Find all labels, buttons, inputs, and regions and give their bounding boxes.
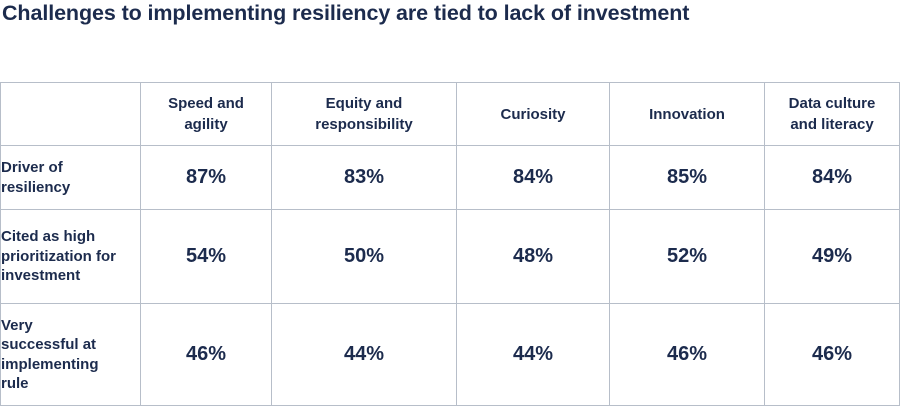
column-header-label: Curiosity	[500, 105, 566, 123]
column-header-speed-and-agility: Speed and agility	[140, 82, 272, 146]
value-cell: 54%	[140, 209, 272, 304]
value-cell: 44%	[271, 303, 457, 406]
table-row-very-successful-at-implementing-rule: Very successful at implementing rule 46%…	[0, 303, 900, 406]
value-cell: 84%	[456, 145, 610, 210]
value-cell: 49%	[764, 209, 900, 304]
value-cell: 44%	[456, 303, 610, 406]
value-cell: 84%	[764, 145, 900, 210]
column-header-equity-and-responsibility: Equity and responsibility	[271, 82, 457, 146]
value-cell: 87%	[140, 145, 272, 210]
row-header: Driver of resiliency	[0, 145, 141, 210]
column-header-curiosity: Curiosity	[456, 82, 610, 146]
row-header: Very successful at implementing rule	[0, 303, 141, 406]
header-row: Speed and agility Equity and responsibil…	[0, 82, 900, 146]
column-header-data-culture-and-literacy: Data culture and literacy	[764, 82, 900, 146]
chart-title: Challenges to implementing resiliency ar…	[2, 1, 690, 25]
data-table: Speed and agility Equity and responsibil…	[0, 82, 900, 406]
row-header-label: Driver of resiliency	[1, 159, 71, 196]
row-header-label: Cited as high prioritization for investm…	[1, 228, 116, 285]
column-header-innovation: Innovation	[609, 82, 765, 146]
value-cell: 85%	[609, 145, 765, 210]
row-header: Cited as high prioritization for investm…	[0, 209, 141, 304]
value-cell: 46%	[140, 303, 272, 406]
value-cell: 52%	[609, 209, 765, 304]
row-header-label: Very successful at implementing rule	[1, 316, 99, 393]
value-cell: 46%	[609, 303, 765, 406]
column-header-label: Equity and responsibility	[315, 95, 413, 133]
table-row-driver-of-resiliency: Driver of resiliency 87% 83% 84% 85% 84%	[0, 145, 900, 210]
value-cell: 83%	[271, 145, 457, 210]
table-row-cited-as-high-prioritization: Cited as high prioritization for investm…	[0, 209, 900, 304]
column-header-label: Speed and agility	[168, 95, 244, 133]
column-header-label: Innovation	[649, 105, 725, 123]
value-cell: 50%	[271, 209, 457, 304]
corner-cell	[0, 82, 141, 146]
value-cell: 48%	[456, 209, 610, 304]
column-header-label: Data culture and literacy	[788, 95, 876, 133]
value-cell: 46%	[764, 303, 900, 406]
